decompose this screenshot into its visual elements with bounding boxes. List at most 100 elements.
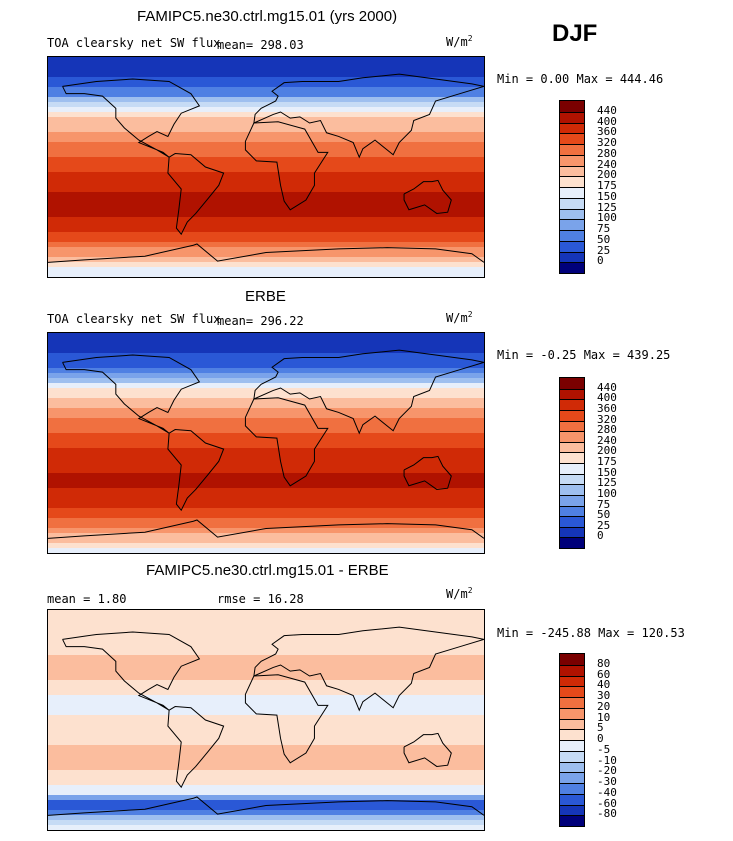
panel3-zonal-band (48, 760, 484, 766)
panel3-mean: mean = 1.80 (47, 592, 127, 606)
panel3-colorbar-box (560, 718, 584, 730)
panel1-zonal-band (48, 232, 484, 238)
panel2-map-svg (48, 333, 484, 553)
panel1-zonal-band (48, 182, 484, 188)
panel1-colorbar-label: 50 (597, 232, 611, 246)
panel2-zonal-band (48, 468, 484, 474)
panel1-coastline (244, 121, 329, 211)
panel1-colorbar-box (560, 154, 584, 166)
panel2-zonal-band (48, 338, 484, 344)
panel2-zonal-band (48, 353, 484, 359)
panel3-colorbar-label: -20 (597, 764, 617, 778)
panel2-zonal-band (48, 443, 484, 449)
panel1-colorbar-label: 0 (597, 254, 604, 268)
panel3-zonal-band (48, 815, 484, 821)
panel2-colorbar-box (560, 516, 584, 527)
panel2-map (47, 332, 485, 554)
panel3-colorbar-label: -5 (597, 742, 611, 756)
panel3-colorbar-box (560, 729, 584, 740)
panel1-zonal-band (48, 142, 484, 148)
panel3-minmax: Min = -245.88 Max = 120.53 (497, 626, 685, 640)
panel3-zonal-band (48, 650, 484, 656)
panel3-colorbar-label: 20 (597, 699, 611, 713)
panel1-colorbar-label: 280 (597, 146, 617, 160)
panel1-colorbar-box (560, 133, 584, 144)
panel2-colorbar-label: 400 (597, 391, 617, 405)
panel1-colorbar-box (560, 165, 584, 177)
panel3-colorbar-label: -60 (597, 796, 617, 810)
panel1-colorbar-label: 75 (597, 222, 611, 235)
panel1-colorbar-label: 100 (597, 211, 617, 225)
panel3-zonal-band (48, 690, 484, 696)
panel1-zonal-band (48, 252, 484, 258)
panel1-zonal-band (48, 247, 484, 253)
panel2-zonal-band (48, 348, 484, 354)
panel2-colorbar-box (560, 494, 584, 506)
panel3-zonal-band (48, 720, 484, 726)
panel2-zonal-band (48, 438, 484, 444)
panel2-colorbar-box (560, 399, 584, 410)
panel2-zonal-band (48, 503, 484, 509)
panel3-title: FAMIPC5.ne30.ctrl.mg15.01 - ERBE (146, 562, 389, 579)
panel2-zonal-band (48, 493, 484, 499)
panel2-zonal-band (48, 488, 484, 494)
panel1-zonal-band (48, 187, 484, 193)
panel1-zonal-band (48, 242, 484, 248)
panel1-zonal-band (48, 167, 484, 173)
panel2-title: ERBE (245, 288, 286, 305)
panel1-zonal-band (48, 87, 484, 93)
panel1-colorbar-label: 440 (597, 103, 617, 117)
panel1-zonal-band (48, 107, 484, 113)
panel3-colorbar-label: -40 (597, 785, 617, 799)
panel3-zonal-band (48, 615, 484, 621)
panel3-colorbar-box (560, 686, 584, 697)
panel2-colorbar-box (560, 378, 584, 389)
panel3-colorbar-label: -80 (597, 807, 617, 821)
panel3-zonal-band (48, 620, 484, 626)
panel1-zonal-band (48, 217, 484, 223)
panel1-zonal-band (48, 192, 484, 198)
panel2-zonal-band (48, 398, 484, 404)
panel2-zonal-band (48, 388, 484, 394)
panel3-coastline (48, 796, 484, 816)
panel3-colorbar-box (560, 740, 584, 751)
panel1-zonal-band (48, 122, 484, 128)
panel2-zonal-band (48, 548, 484, 553)
panel2-zonal-band (48, 393, 484, 399)
panel2-zonal-band (48, 333, 484, 339)
panel3-coastline (403, 732, 452, 767)
panel2-colorbar-box (560, 420, 584, 432)
panel1-zonal-band (48, 67, 484, 73)
panel3-colorbar-box (560, 783, 584, 794)
panel1-zonal-band (48, 77, 484, 83)
panel3-colorbar (559, 653, 585, 827)
panel3-colorbar-box (560, 804, 584, 816)
panel3-colorbar-label: 40 (597, 678, 611, 692)
panel2-colorbar-label: 175 (597, 455, 617, 468)
panel3-zonal-band (48, 640, 484, 646)
panel3-zonal-band (48, 790, 484, 796)
panel3-zonal-band (48, 635, 484, 641)
panel2-colorbar-label: 25 (597, 518, 611, 532)
panel1-units: W/m2 (446, 34, 473, 49)
panel1-colorbar-label: 240 (597, 157, 617, 171)
panel1-subtitle: TOA clearsky net SW flux (47, 36, 221, 50)
panel3-zonal-band (48, 755, 484, 761)
panel1-zonal-band (48, 257, 484, 263)
panel3-zonal-band (48, 705, 484, 711)
panel2-colorbar-label: 125 (597, 476, 617, 490)
panel1-zonal-band (48, 72, 484, 78)
panel2-zonal-band (48, 368, 484, 374)
panel3-colorbar-label: 80 (597, 656, 611, 670)
panel3-zonal-band (48, 655, 484, 661)
panel3-colorbar-box (560, 750, 584, 762)
panel1-zonal-band (48, 227, 484, 233)
panel1-zonal-band (48, 152, 484, 158)
panel1-colorbar-label: 175 (597, 179, 617, 192)
panel2-minmax: Min = -0.25 Max = 439.25 (497, 348, 671, 362)
panel3-zonal-band (48, 670, 484, 676)
panel3-zonal-band (48, 700, 484, 706)
panel1-zonal-band (48, 197, 484, 203)
panel3-colorbar-box (560, 664, 584, 676)
panel3-colorbar-label: -10 (597, 753, 617, 767)
